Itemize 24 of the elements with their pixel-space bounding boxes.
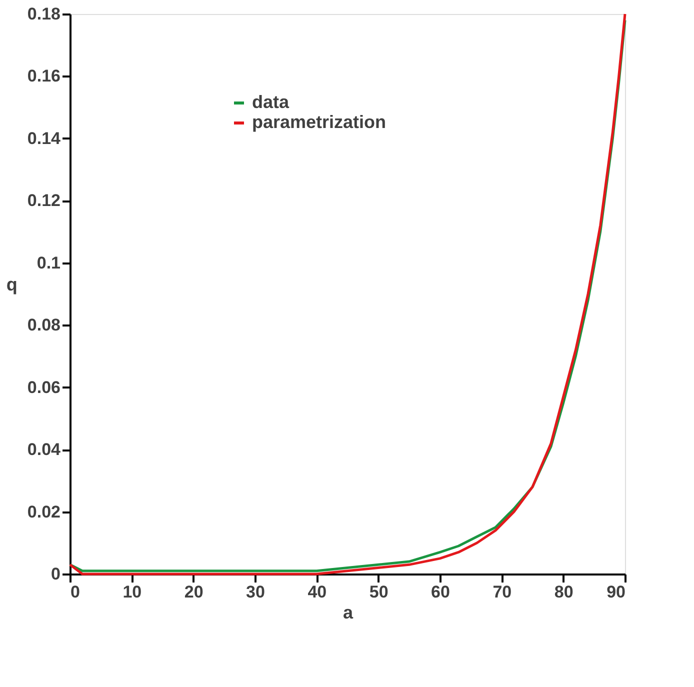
y-tick-label: 0.18	[27, 4, 60, 24]
x-tick-label: 70	[492, 582, 512, 602]
x-tick-label: 10	[122, 582, 142, 602]
x-tick-label: 50	[369, 582, 388, 602]
x-tick-label: 60	[431, 582, 450, 602]
x-tick-label: 80	[554, 582, 574, 602]
x-tick-label: 30	[246, 582, 265, 602]
y-tick-label: 0.14	[27, 128, 62, 148]
y-tick-label: 0.08	[27, 316, 60, 335]
y-tick-label: 0.1	[36, 253, 60, 272]
x-axis-title: a	[342, 602, 354, 622]
legend-label: data	[252, 92, 290, 112]
x-tick-label: 20	[184, 582, 204, 602]
y-tick-label: 0.04	[27, 440, 62, 460]
y-tick-label: 0.12	[27, 191, 60, 210]
legend-label: parametrization	[252, 112, 386, 132]
y-tick-label: 0.02	[27, 502, 60, 522]
x-tick-label: 40	[308, 582, 327, 602]
y-tick-label: 0.16	[27, 66, 60, 86]
y-tick-label: 0.06	[27, 378, 60, 397]
y-tick-label: 0	[51, 564, 60, 584]
x-tick-label: 0	[70, 582, 80, 602]
x-tick-label: 90	[606, 582, 626, 602]
y-axis-title: q	[6, 274, 18, 294]
